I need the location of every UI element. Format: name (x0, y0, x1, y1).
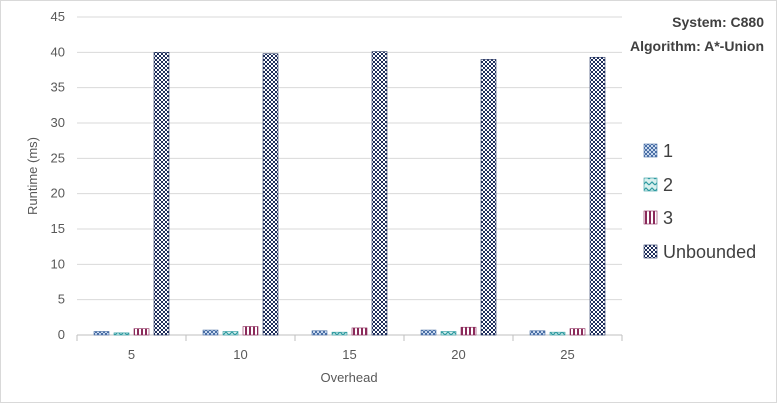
y-tick-labels: 0 5 10 15 20 25 30 35 40 45 (51, 9, 65, 342)
bar-series-unbounded (371, 51, 388, 336)
bar-series-1 (202, 329, 219, 336)
y-tick-label: 20 (51, 186, 65, 201)
bar-series-unbounded (153, 52, 170, 336)
bar-series-unbounded (480, 59, 497, 336)
x-tick-label: 20 (451, 347, 465, 362)
annotation-algorithm: Algorithm: A*-Union (630, 38, 764, 54)
y-tick-label: 25 (51, 150, 65, 165)
x-tick-label: 5 (128, 347, 135, 362)
y-tick-label: 15 (51, 221, 65, 236)
bar-series-1 (93, 331, 110, 336)
legend: 1 2 3 Unbounded (643, 141, 756, 262)
y-tick-label: 10 (51, 256, 65, 271)
bar-series-unbounded (589, 56, 606, 336)
bar-series-2 (222, 331, 239, 336)
x-tick-label: 15 (342, 347, 356, 362)
legend-label-3: 3 (663, 208, 673, 228)
legend-label-2: 2 (663, 175, 673, 195)
bar-series-3 (460, 326, 477, 336)
legend-swatch-3 (643, 210, 658, 225)
bar-series-3 (242, 326, 259, 336)
y-tick-label: 5 (58, 292, 65, 307)
bars (93, 51, 606, 336)
x-tick-labels: 5 10 15 20 25 (128, 347, 575, 362)
y-tick-label: 45 (51, 9, 65, 24)
y-tick-label: 30 (51, 115, 65, 130)
legend-swatch-1 (643, 143, 658, 158)
x-tick-label: 25 (560, 347, 574, 362)
bar-series-2 (549, 331, 566, 336)
bar-series-3 (569, 328, 586, 336)
bar-series-2 (331, 331, 348, 336)
legend-label-unbounded: Unbounded (663, 242, 756, 262)
y-tick-label: 40 (51, 44, 65, 59)
x-tick-label: 10 (233, 347, 247, 362)
legend-label-1: 1 (663, 141, 673, 161)
bar-series-3 (351, 327, 368, 336)
bar-series-1 (529, 330, 546, 336)
bar-series-unbounded (262, 53, 279, 336)
bar-series-2 (113, 332, 130, 336)
y-tick-label: 0 (58, 327, 65, 342)
y-tick-label: 35 (51, 80, 65, 95)
x-axis-title: Overhead (320, 370, 377, 385)
y-axis-title: Runtime (ms) (25, 137, 40, 215)
legend-swatch-2 (643, 177, 658, 192)
bar-series-1 (420, 329, 437, 336)
bar-series-2 (440, 331, 457, 336)
bar-series-3 (133, 328, 150, 336)
legend-swatch-unbounded (643, 244, 658, 259)
bar-series-1 (311, 330, 328, 336)
annotation-system: System: C880 (672, 14, 764, 30)
